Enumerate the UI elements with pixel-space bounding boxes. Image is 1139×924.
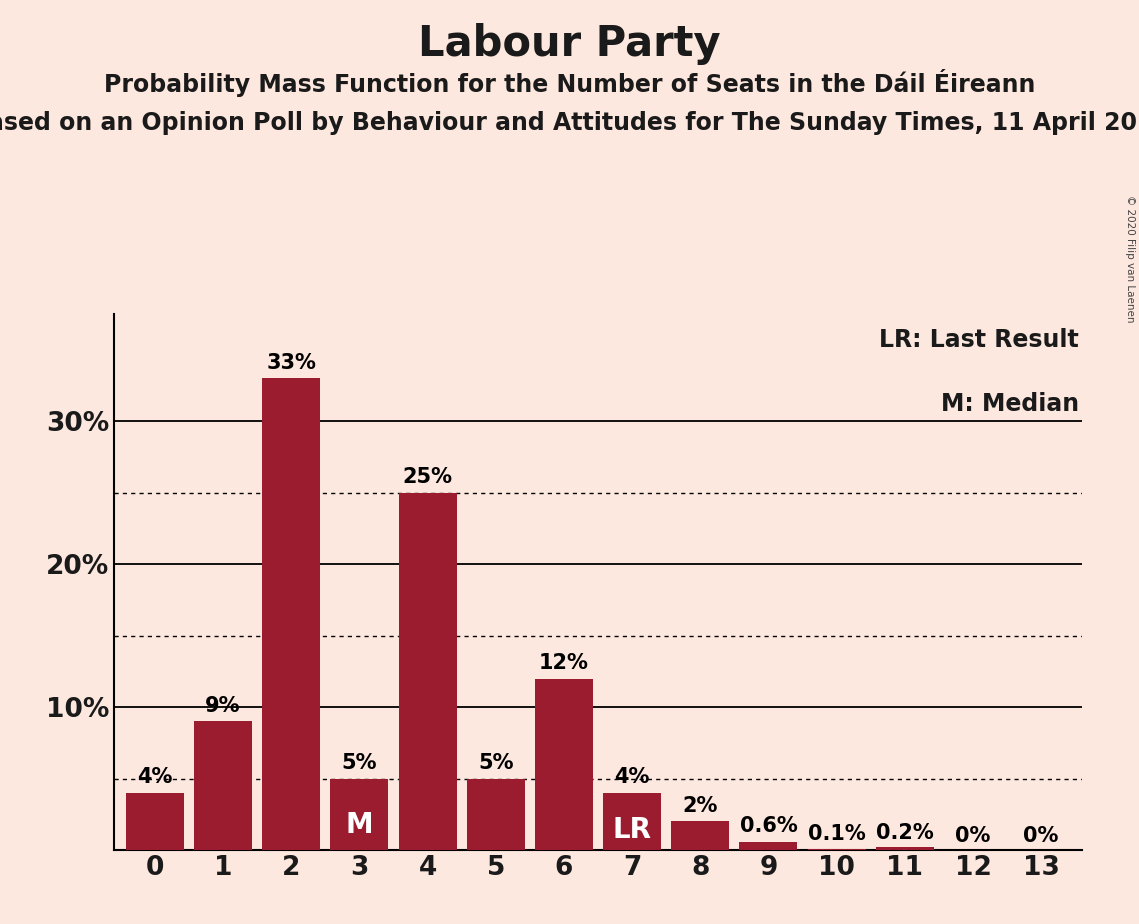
Bar [671,821,729,850]
Text: LR: LR [613,816,652,844]
Bar [194,722,252,850]
Text: Labour Party: Labour Party [418,23,721,65]
Text: Probability Mass Function for the Number of Seats in the Dáil Éireann: Probability Mass Function for the Number… [104,69,1035,97]
Bar [330,779,388,850]
Bar [739,842,797,850]
Text: 5%: 5% [342,753,377,772]
Text: 0.6%: 0.6% [739,816,797,836]
Text: 2%: 2% [682,796,718,816]
Text: 0.1%: 0.1% [808,824,866,845]
Text: 9%: 9% [205,696,240,716]
Text: M: M [345,811,374,839]
Bar [808,848,866,850]
Text: 12%: 12% [539,653,589,673]
Bar [399,492,457,850]
Text: 0%: 0% [1024,826,1059,845]
Bar [535,678,593,850]
Bar [467,779,525,850]
Bar [603,793,661,850]
Text: 0.2%: 0.2% [876,823,934,843]
Text: 25%: 25% [402,468,452,487]
Bar [125,793,183,850]
Text: 5%: 5% [478,753,514,772]
Text: © 2020 Filip van Laenen: © 2020 Filip van Laenen [1125,195,1134,322]
Text: M: Median: M: Median [941,392,1079,416]
Text: 33%: 33% [267,353,317,372]
Bar [876,847,934,850]
Bar [262,379,320,850]
Text: Based on an Opinion Poll by Behaviour and Attitudes for The Sunday Times, 11 Apr: Based on an Opinion Poll by Behaviour an… [0,111,1139,135]
Text: 4%: 4% [137,767,172,787]
Text: 4%: 4% [614,767,649,787]
Text: 0%: 0% [956,826,991,845]
Text: LR: Last Result: LR: Last Result [879,328,1079,351]
